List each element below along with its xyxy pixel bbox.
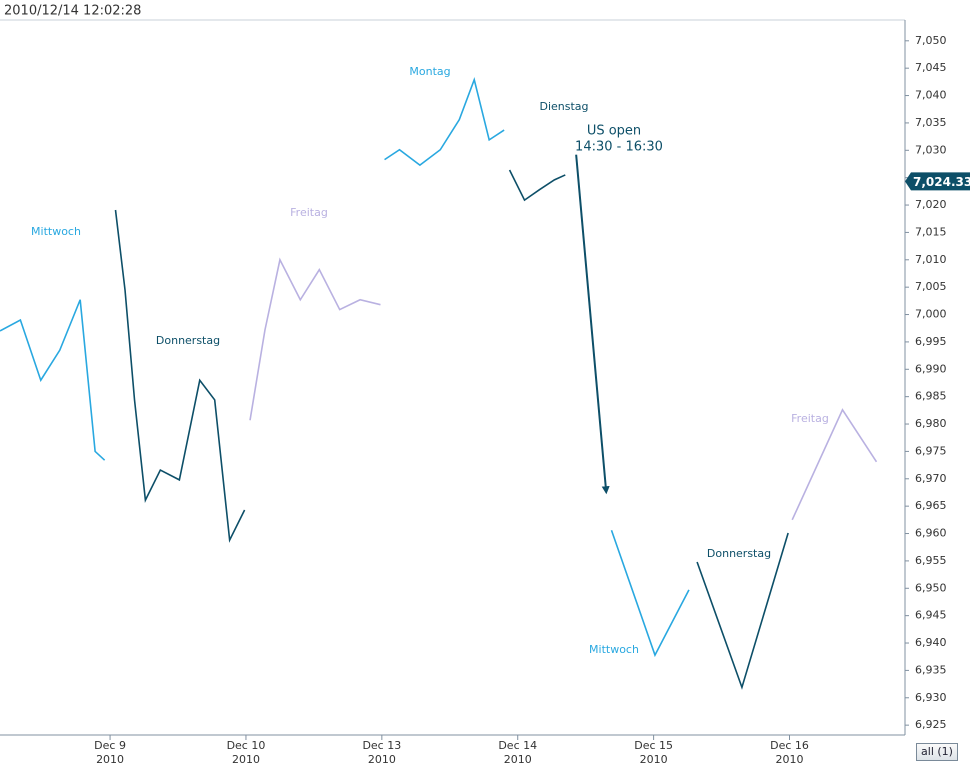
day-label: Mittwoch <box>31 225 81 238</box>
day-label: Dienstag <box>539 100 588 113</box>
price-line <box>0 299 106 461</box>
x-tick-sublabel: 2010 <box>232 753 260 766</box>
day-label: Donnerstag <box>156 334 220 347</box>
x-tick-label: Dec 9 <box>94 739 126 752</box>
y-tick-label: 6,930 <box>915 691 947 704</box>
y-tick-label: 7,010 <box>915 253 947 266</box>
y-tick-label: 7,015 <box>915 225 947 238</box>
x-tick-sublabel: 2010 <box>368 753 396 766</box>
y-tick-label: 7,035 <box>915 116 947 129</box>
x-tick-sublabel: 2010 <box>775 753 803 766</box>
y-tick-label: 7,030 <box>915 143 947 156</box>
day-label: Donnerstag <box>707 547 771 560</box>
y-tick-label: 6,935 <box>915 663 947 676</box>
price-line <box>384 76 505 167</box>
y-tick-label: 6,990 <box>915 362 947 375</box>
x-tick-sublabel: 2010 <box>504 753 532 766</box>
price-line <box>114 209 246 543</box>
y-tick-label: 6,980 <box>915 417 947 430</box>
y-tick-label: 6,925 <box>915 718 947 731</box>
y-tick-label: 6,960 <box>915 527 947 540</box>
y-tick-label: 7,050 <box>915 34 947 47</box>
y-tick-label: 6,975 <box>915 444 947 457</box>
y-tick-label: 6,985 <box>915 390 947 403</box>
price-line <box>791 408 878 521</box>
price-line <box>696 532 789 690</box>
last-price-box <box>905 172 970 191</box>
x-tick-label: Dec 15 <box>634 739 673 752</box>
y-tick-label: 6,940 <box>915 636 947 649</box>
day-label: Freitag <box>791 412 829 425</box>
all-button[interactable]: all (1) <box>916 743 958 761</box>
annotation: 14:30 - 16:30 <box>575 140 663 155</box>
y-tick-label: 7,005 <box>915 280 947 293</box>
x-tick-label: Dec 13 <box>362 739 401 752</box>
y-tick-label: 7,000 <box>915 308 947 321</box>
projection-arrow <box>575 154 610 495</box>
x-tick-label: Dec 10 <box>227 739 266 752</box>
y-tick-label: 7,045 <box>915 61 947 74</box>
y-tick-label: 6,995 <box>915 335 947 348</box>
annotation: US open <box>587 124 641 139</box>
x-tick-sublabel: 2010 <box>96 753 124 766</box>
day-label: Freitag <box>290 206 328 219</box>
timestamp: 2010/12/14 12:02:28 <box>4 4 141 19</box>
y-tick-label: 6,970 <box>915 472 947 485</box>
x-tick-sublabel: 2010 <box>640 753 668 766</box>
y-tick-label: 6,945 <box>915 609 947 622</box>
y-tick-label: 6,950 <box>915 581 947 594</box>
price-line <box>249 257 381 421</box>
price-line <box>610 529 690 658</box>
y-tick-label: 7,020 <box>915 198 947 211</box>
price-line <box>508 169 566 202</box>
y-tick-label: 6,955 <box>915 554 947 567</box>
x-tick-label: Dec 16 <box>770 739 809 752</box>
day-label: Montag <box>409 65 450 78</box>
last-price-label: 7,024.33 <box>913 175 972 189</box>
y-tick-label: 7,040 <box>915 89 947 102</box>
day-label: Mittwoch <box>589 643 639 656</box>
y-tick-label: 6,965 <box>915 499 947 512</box>
x-tick-label: Dec 14 <box>498 739 537 752</box>
